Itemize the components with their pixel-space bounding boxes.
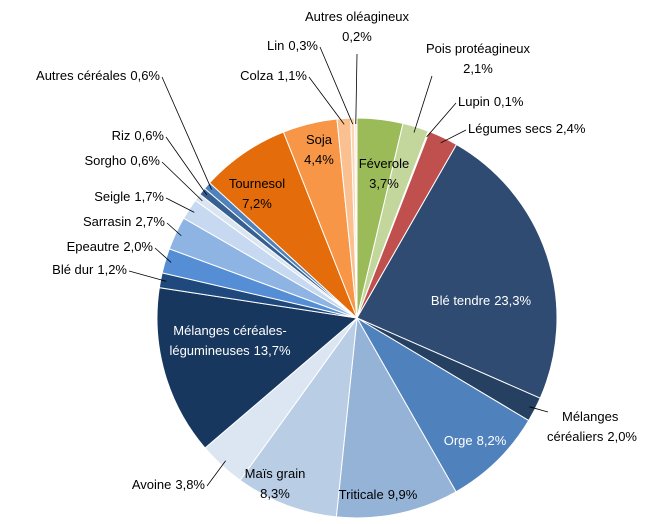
slice-value: 7,2% <box>242 196 272 211</box>
slice-value: 0,2% <box>342 29 372 44</box>
slice-name: Pois protéagineux <box>426 41 531 56</box>
pie-slice <box>356 143 558 399</box>
slice-name: Mélanges céréales-légumineuses <box>169 323 286 358</box>
slice-label: Avoine 3,8% <box>132 477 206 492</box>
leader-line <box>154 247 172 263</box>
leader-line <box>206 460 226 487</box>
slice-name: Colza <box>240 68 274 83</box>
slice-value: 8,3% <box>260 486 290 501</box>
leader-line <box>161 76 212 190</box>
slice-value: 0,6% <box>130 153 160 168</box>
slice-label: Soja 4,4% <box>304 132 334 167</box>
leader-line <box>426 102 457 138</box>
slice-name: Seigle <box>94 189 130 204</box>
pie-slice <box>335 316 457 519</box>
slice-name: Mélanges céréaliers <box>547 409 622 444</box>
slice-value: 9,9% <box>388 487 418 502</box>
slice-name: Tournesol <box>229 176 285 191</box>
slice-value: 1,2% <box>97 262 127 277</box>
slice-label: Maïs grain 8,3% <box>245 466 306 501</box>
slice-value: 4,4% <box>304 152 334 167</box>
slice-label: Lupin 0,1% <box>458 94 524 109</box>
leader-line <box>413 75 433 133</box>
leader-line <box>161 161 203 202</box>
slice-label: Sorgho 0,6% <box>84 153 160 168</box>
slice-name: Avoine <box>132 477 172 492</box>
leader-line <box>308 76 345 125</box>
slice-label: Colza 1,1% <box>240 68 307 83</box>
slice-label: Blé tendre 23,3% <box>431 293 532 308</box>
leader-line <box>166 222 182 237</box>
slice-label: Orge 8,2% <box>444 433 507 448</box>
leader-line <box>529 406 549 413</box>
slice-value: 1,7% <box>134 189 164 204</box>
slice-label: Mélanges céréaliers 2,0% <box>547 409 637 444</box>
slice-name: Orge <box>444 433 473 448</box>
slice-name: Légumes secs <box>468 121 552 136</box>
leader-line <box>319 46 354 125</box>
slice-value: 23,3% <box>494 293 531 308</box>
pie-slice <box>156 287 359 449</box>
slice-name: Sarrasin <box>83 214 131 229</box>
slice-label: Mélanges céréales-légumineuses 13,7% <box>169 323 291 358</box>
slice-label: Lin 0,3% <box>267 38 318 53</box>
slice-name: Lin <box>267 38 284 53</box>
slice-label: Autres céréales 0,6% <box>36 68 160 83</box>
leader-line <box>165 197 195 213</box>
slice-value: 0,6% <box>134 128 164 143</box>
slice-name: Lupin <box>458 94 490 109</box>
slice-value: 2,1% <box>463 61 493 76</box>
slice-label: Triticale 9,9% <box>339 487 418 502</box>
slice-label: Tournesol 7,2% <box>229 176 285 211</box>
leader-line <box>128 270 167 282</box>
slice-label: Autres oléagineux 0,2% <box>305 9 410 44</box>
slice-value: 2,4% <box>556 121 586 136</box>
slice-name: Maïs grain <box>245 466 306 481</box>
slice-value: 3,7% <box>369 176 399 191</box>
slice-label: Légumes secs 2,4% <box>468 121 586 136</box>
slice-name: Soja <box>306 132 333 147</box>
slice-name: Epeautre <box>67 239 120 254</box>
slice-label: Riz 0,6% <box>112 128 165 143</box>
pie-slice <box>355 316 530 493</box>
slice-value: 1,1% <box>277 68 307 83</box>
slice-label: Pois protéagineux 2,1% <box>426 41 531 76</box>
slice-label: Féverole 3,7% <box>359 156 410 191</box>
slice-label: Sarrasin 2,7% <box>83 214 165 229</box>
slice-value: 8,2% <box>477 433 507 448</box>
slice-value: 0,1% <box>494 94 524 109</box>
slice-value: 0,6% <box>130 68 160 83</box>
slice-value: 13,7% <box>254 343 291 358</box>
leader-line <box>355 53 358 125</box>
slice-label: Seigle 1,7% <box>94 189 164 204</box>
slice-name: Triticale <box>339 487 384 502</box>
slice-value: 2,0% <box>123 239 153 254</box>
pie-slice <box>239 316 358 518</box>
slice-name: Riz <box>112 128 131 143</box>
slice-name: Autres oléagineux <box>305 9 410 24</box>
leader-line <box>165 136 208 196</box>
slice-name: Blé dur <box>52 262 94 277</box>
slice-name: Sorgho <box>84 153 126 168</box>
slice-label: Epeautre 2,0% <box>67 239 154 254</box>
slice-value: 2,7% <box>135 214 165 229</box>
slice-value: 3,8% <box>175 477 205 492</box>
slice-value: 2,0% <box>607 429 637 444</box>
slice-name: Autres céréales <box>36 68 127 83</box>
slice-label: Blé dur 1,2% <box>52 262 127 277</box>
leader-line <box>440 129 467 144</box>
slice-value: 0,3% <box>288 38 318 53</box>
slice-name: Blé tendre <box>431 293 490 308</box>
slice-name: Féverole <box>359 156 410 171</box>
